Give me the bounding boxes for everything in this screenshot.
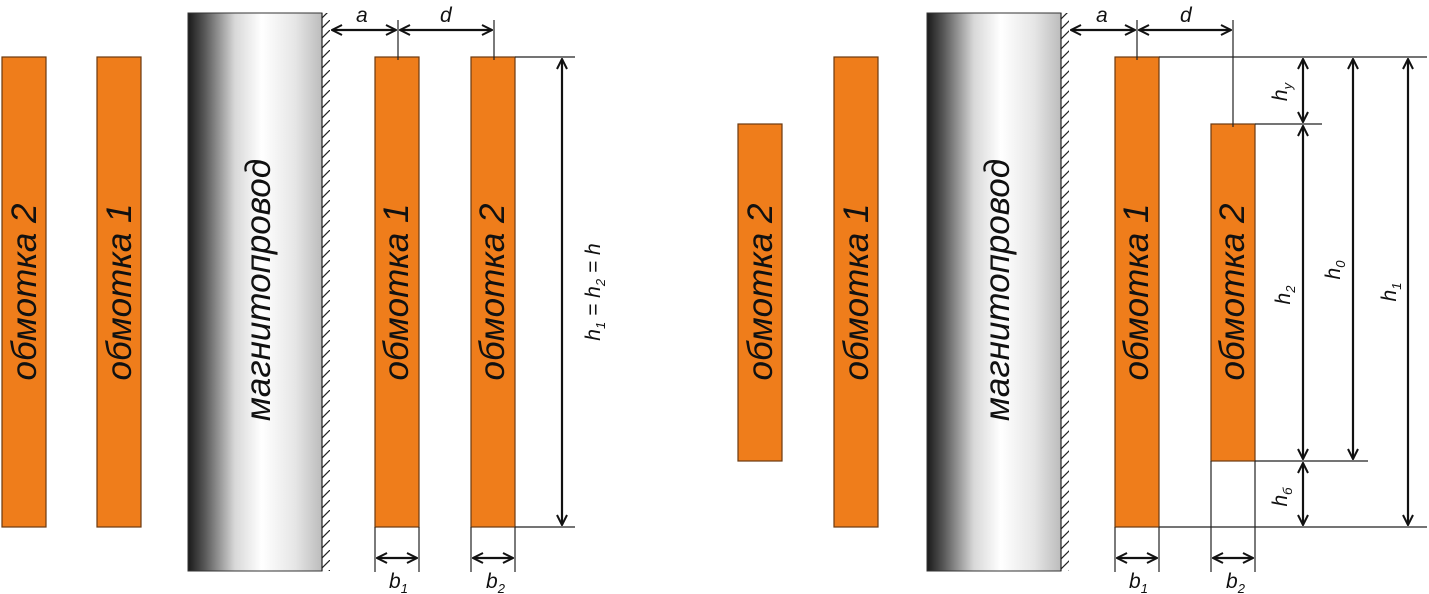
left-core-hatch — [322, 13, 330, 571]
right-core — [926, 12, 1062, 572]
left-winding-1-outer-label: обмотка 1 — [100, 204, 139, 381]
left-h-label: h1 = h2 = h — [582, 243, 608, 340]
right-core-label: магнитопровод — [978, 159, 1017, 421]
right-winding-1-label: обмотка 1 — [1117, 204, 1156, 381]
right-hy-label: hу — [1269, 81, 1295, 101]
left-core — [187, 12, 323, 572]
right-winding-2-outer-label: обмотка 2 — [741, 204, 780, 381]
left-d-label: d — [440, 4, 453, 27]
left-winding-2-outer — [1, 56, 47, 528]
right-a-label: a — [1096, 4, 1108, 27]
right-winding-2-outer — [737, 123, 783, 462]
right-d-label: d — [1180, 4, 1193, 27]
left-core-label: магнитопровод — [239, 159, 278, 421]
right-diagram: обмотка 2 обмотка 1 магнитопровод обмотк… — [737, 4, 1427, 594]
left-winding-1 — [374, 56, 420, 528]
right-winding-1-outer-label: обмотка 1 — [837, 204, 876, 381]
left-winding-2-label: обмотка 2 — [473, 204, 512, 381]
right-winding-2-label: обмотка 2 — [1213, 204, 1252, 381]
right-winding-1 — [1114, 56, 1160, 528]
right-b2-label: b2 — [1226, 570, 1246, 594]
left-winding-1-label: обмотка 1 — [377, 204, 416, 381]
left-b2-label: b2 — [486, 570, 506, 594]
left-a-label: a — [356, 4, 368, 27]
right-hb-label: hб — [1269, 487, 1295, 507]
left-winding-2 — [470, 56, 516, 528]
left-b1-label: b1 — [389, 570, 408, 594]
right-winding-2 — [1210, 123, 1256, 462]
left-winding-1-outer — [96, 56, 142, 528]
right-winding-1-outer — [833, 56, 879, 528]
left-winding-2-outer-label: обмотка 2 — [5, 204, 44, 381]
right-h1-label: h1 — [1378, 283, 1404, 302]
right-h0-label: h0 — [1322, 260, 1348, 280]
left-diagram: обмотка 2 обмотка 1 магнитопровод обмотк… — [1, 4, 608, 594]
right-core-hatch — [1061, 13, 1069, 571]
right-b1-label: b1 — [1129, 570, 1148, 594]
right-h2-label: h2 — [1272, 285, 1298, 305]
